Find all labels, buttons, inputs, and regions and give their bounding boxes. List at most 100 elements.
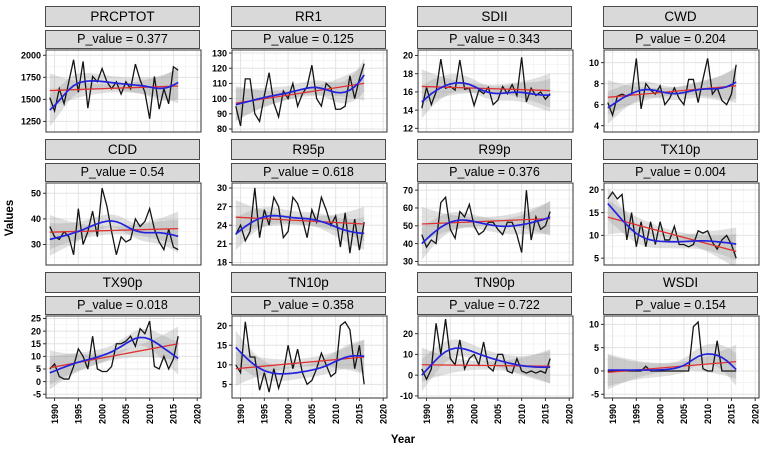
plot-area-rr1: 80 90 100 110 120 130 [212,49,388,133]
svg-text:20: 20 [403,51,413,61]
plot-area-r95p: 18 21 24 27 30 [217,182,388,266]
x-axis-title: Year [390,434,416,446]
panel-tx90p: TX90p P_value = 0.018 -5 0 5 10 15 20 25 1990 19… [16,272,202,433]
svg-text:20: 20 [31,326,41,336]
svg-text:5: 5 [222,380,227,390]
svg-text:2010: 2010 [517,404,527,424]
svg-text:21: 21 [217,239,227,249]
svg-text:2020: 2020 [750,404,760,424]
svg-text:5: 5 [594,253,599,263]
svg-text:100: 100 [212,94,227,104]
plot-area-tn10p: 5 10 15 20 1990 1995 2000 2005 2010 2015 2020 [217,315,388,424]
svg-text:0: 0 [594,366,599,376]
svg-text:30: 30 [403,257,413,266]
plot-area-sdii: 12 14 16 18 20 [403,49,574,133]
svg-text:20: 20 [589,185,599,195]
svg-text:15: 15 [217,340,227,350]
svg-text:30: 30 [217,183,227,193]
panel-pvalue: P_value = 0.125 [231,30,386,49]
svg-text:15: 15 [31,339,41,349]
svg-text:10: 10 [31,352,41,362]
panel-title: CDD [45,139,200,160]
panel-title: TX90p [45,272,200,293]
panel-title: R99p [417,139,572,160]
panel-wsdi: WSDI P_value = 0.154 -5 0 5 10 1990 1995 2000 2… [574,272,760,433]
svg-text:40: 40 [31,214,41,224]
svg-text:2010: 2010 [145,404,155,424]
svg-text:-5: -5 [591,389,599,399]
plot-area-tx10p: 5 10 15 20 [589,182,760,266]
svg-text:5: 5 [36,364,41,374]
svg-text:2020: 2020 [192,404,202,424]
svg-text:90: 90 [217,109,227,119]
panel-pvalue: P_value = 0.343 [417,30,572,49]
svg-text:2015: 2015 [727,404,737,424]
panel-pvalue: P_value = 0.204 [603,30,758,49]
svg-text:2020: 2020 [564,404,574,424]
svg-text:110: 110 [212,79,227,89]
plot-area-tx90p: -5 0 5 10 15 20 25 1990 1995 2000 2005 2010 2015 2020 [31,315,202,424]
svg-text:2020: 2020 [378,404,388,424]
svg-text:130: 130 [212,49,227,58]
svg-text:27: 27 [217,202,227,212]
svg-text:1750: 1750 [21,73,41,83]
panel-tn10p: TN10p P_value = 0.358 5 10 15 20 1990 1995 200… [202,272,388,433]
panel-pvalue: P_value = 0.376 [417,163,572,182]
svg-text:4: 4 [594,121,599,131]
svg-text:1995: 1995 [632,404,642,424]
svg-text:10: 10 [589,58,599,68]
svg-text:2000: 2000 [283,404,293,424]
panel-pvalue: P_value = 0.154 [603,296,758,315]
facet-grid: PRCPTOT P_value = 0.377 1250 1500 1750 2000… [16,6,760,433]
svg-text:2005: 2005 [493,404,503,424]
svg-text:1990: 1990 [50,404,60,424]
plot-area-r99p: 30 40 50 60 70 [403,182,574,266]
panel-pvalue: P_value = 0.004 [603,163,758,182]
svg-text:-5: -5 [33,389,41,399]
svg-text:14: 14 [403,105,413,115]
panel-prcptot: PRCPTOT P_value = 0.377 1250 1500 1750 2000 [16,6,202,133]
panel-title: TN10p [231,272,386,293]
svg-text:1500: 1500 [21,95,41,105]
svg-text:1990: 1990 [608,404,618,424]
svg-text:2000: 2000 [469,404,479,424]
svg-text:2015: 2015 [169,404,179,424]
svg-text:40: 40 [403,239,413,249]
svg-text:18: 18 [403,69,413,79]
panel-title: R95p [231,139,386,160]
panel-sdii: SDII P_value = 0.343 12 14 16 18 20 [388,6,574,133]
svg-text:1995: 1995 [446,404,456,424]
svg-text:15: 15 [589,208,599,218]
panel-cwd: CWD P_value = 0.204 4 6 8 10 [574,6,760,133]
svg-text:120: 120 [212,63,227,73]
plot-area-prcptot: 1250 1500 1750 2000 [21,49,202,133]
panel-pvalue: P_value = 0.018 [45,296,200,315]
svg-text:18: 18 [217,258,227,266]
panel-pvalue: P_value = 0.377 [45,30,200,49]
panel-r95p: R95p P_value = 0.618 18 21 24 27 30 [202,139,388,266]
svg-text:30: 30 [31,240,41,250]
panel-title: RR1 [231,6,386,27]
svg-text:1995: 1995 [260,404,270,424]
svg-text:2005: 2005 [307,404,317,424]
plot-area-tn90p: -10 0 10 20 1990 1995 2000 2005 2010 2015 2020 [400,315,574,424]
svg-text:2005: 2005 [679,404,689,424]
panel-title: SDII [417,6,572,27]
svg-text:2005: 2005 [121,404,131,424]
panel-title: TX10p [603,139,758,160]
svg-text:2015: 2015 [541,404,551,424]
panel-pvalue: P_value = 0.618 [231,163,386,182]
y-axis-title: Values [4,199,16,237]
panel-title: TN90p [417,272,572,293]
panel-rr1: RR1 P_value = 0.125 80 90 100 110 120 130 [202,6,388,133]
panel-cdd: CDD P_value = 0.54 30 40 50 [16,139,202,266]
plot-area-cwd: 4 6 8 10 [589,49,760,133]
svg-text:10: 10 [589,231,599,241]
svg-text:-10: -10 [400,391,413,401]
svg-text:6: 6 [594,100,599,110]
panel-r99p: R99p P_value = 0.376 30 40 50 60 70 [388,139,574,266]
svg-text:60: 60 [403,203,413,213]
svg-text:2000: 2000 [21,50,41,60]
svg-text:12: 12 [403,124,413,133]
panel-pvalue: P_value = 0.54 [45,163,200,182]
